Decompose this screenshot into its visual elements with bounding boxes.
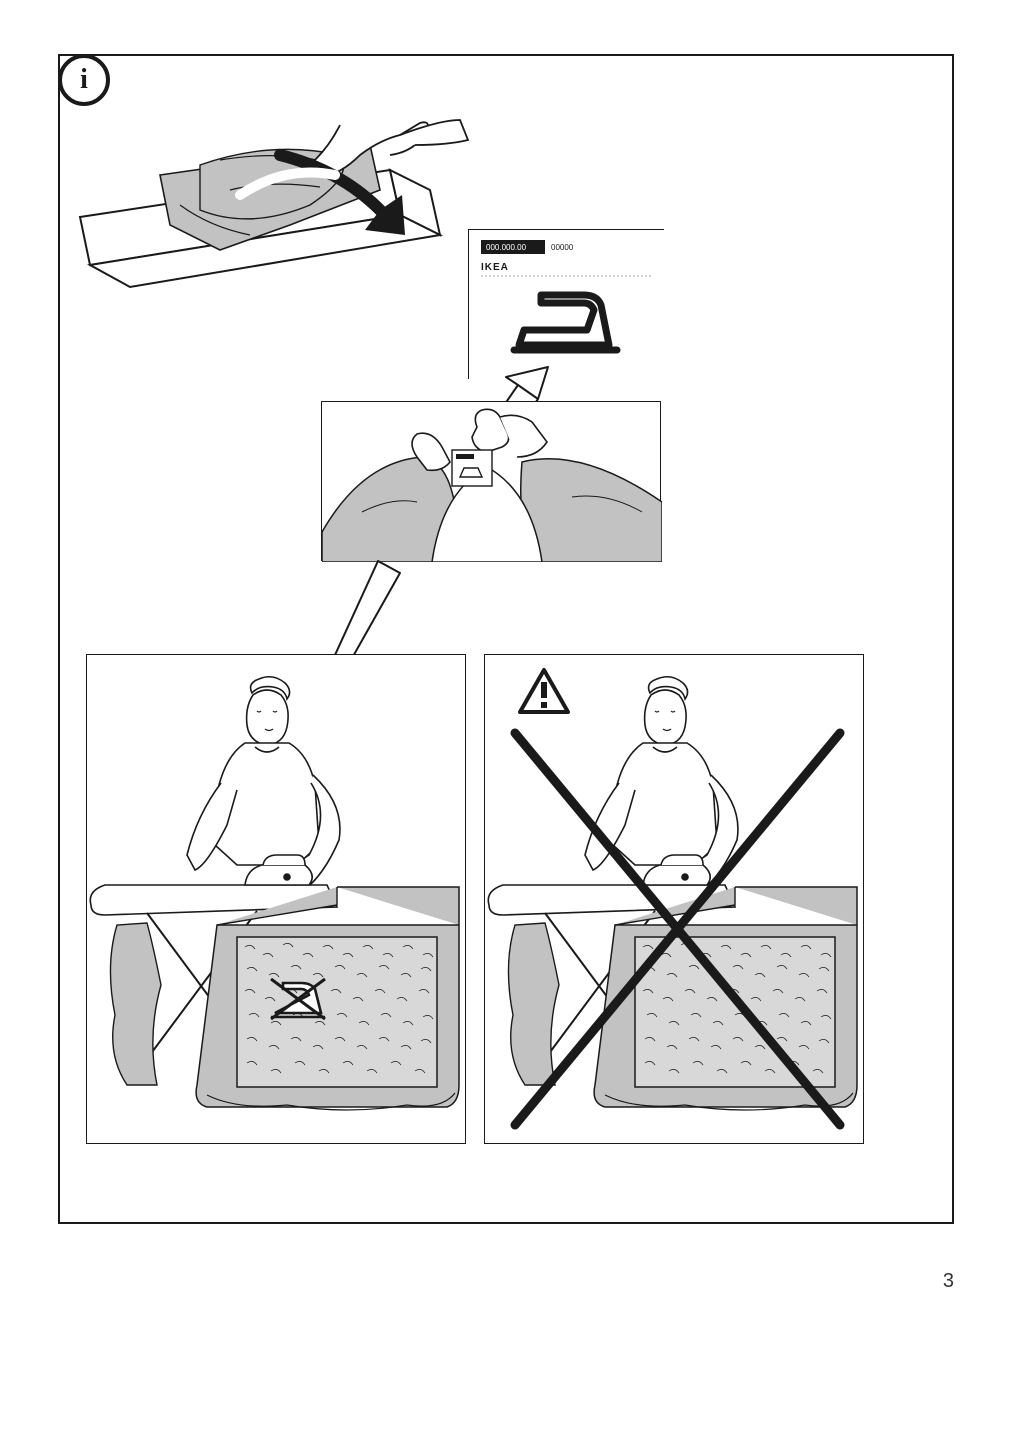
page-number: 3 (943, 1270, 954, 1293)
step-unpack (70, 95, 480, 335)
correct-panel (86, 654, 466, 1144)
care-label-panel: 000.000.00 00000 IKEA (468, 229, 664, 379)
brand-text: IKEA (481, 262, 509, 273)
instruction-page: i 000.000.00 00000 IKEA (0, 0, 1012, 1432)
info-icon-glyph: i (80, 64, 88, 96)
secondary-code: 00000 (551, 243, 574, 252)
article-number: 000.000.00 (486, 243, 527, 252)
warning-icon (520, 670, 568, 712)
tag-closeup-panel (321, 401, 661, 561)
incorrect-panel (484, 654, 864, 1144)
